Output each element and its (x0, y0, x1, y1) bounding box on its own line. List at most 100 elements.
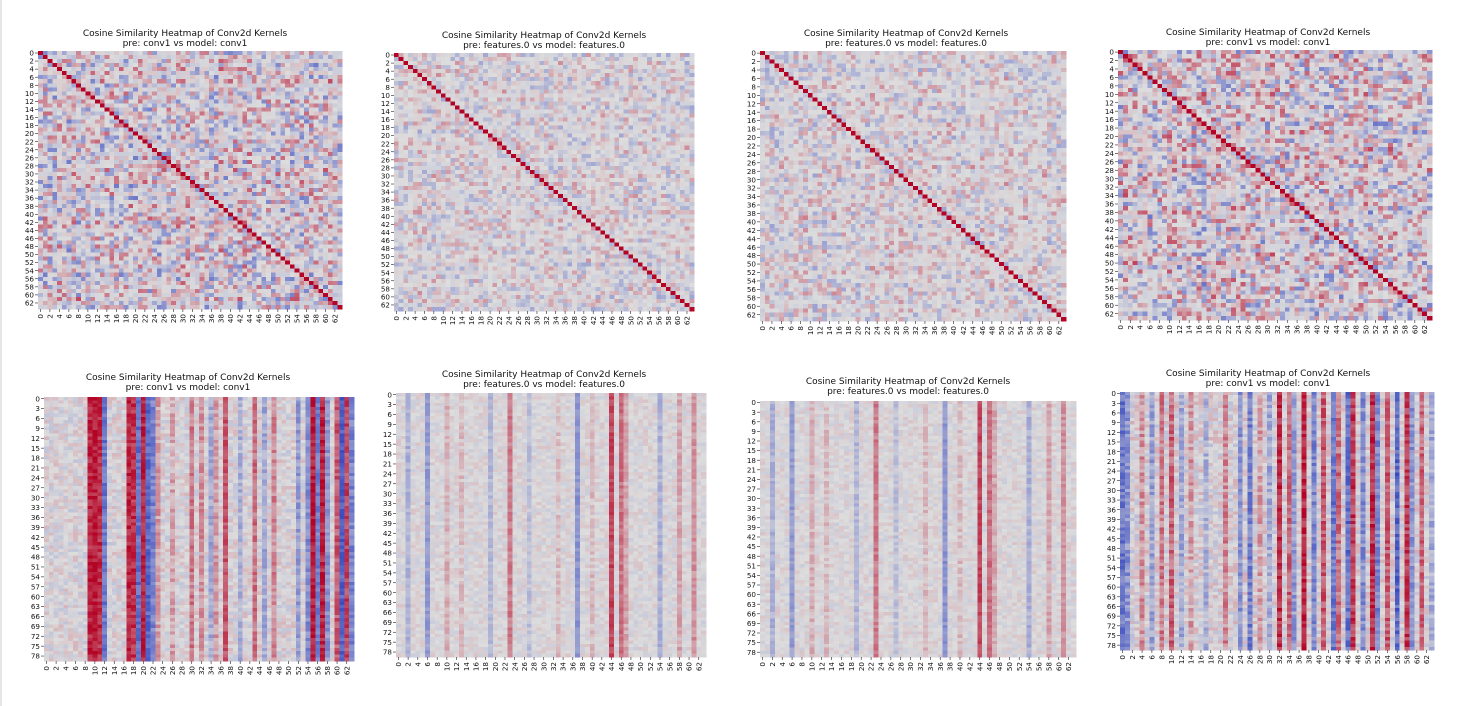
heatmap-cell (256, 103, 262, 108)
heatmap-cell (180, 228, 186, 233)
heatmap-cell (251, 244, 257, 249)
heatmap-cell (142, 91, 148, 96)
heatmap-cell (590, 57, 596, 62)
heatmap-cell (204, 248, 210, 253)
heatmap-cell (412, 89, 418, 94)
heatmap-cell (109, 143, 115, 149)
heatmap-cell (194, 284, 200, 290)
heatmap-cell (218, 99, 224, 104)
heatmap-cell (194, 163, 200, 169)
heatmap-cell (454, 85, 460, 90)
heatmap-cell (464, 77, 470, 82)
heatmap-cell (118, 103, 124, 108)
heatmap-cell (464, 65, 470, 70)
heatmap-cell (38, 232, 44, 237)
heatmap-cell (299, 208, 305, 213)
heatmap-cell (190, 184, 196, 189)
heatmap-cell (137, 83, 143, 88)
heatmap-cell (228, 175, 234, 181)
heatmap-cell (123, 123, 129, 128)
heatmap-cell (684, 61, 690, 66)
heatmap-cell (204, 91, 210, 96)
heatmap-cell (85, 196, 91, 201)
heatmap-cell (114, 75, 120, 80)
heatmap-cell (247, 232, 253, 237)
heatmap-cell (185, 79, 191, 84)
heatmap-cell (52, 171, 58, 177)
heatmap-cell (156, 143, 162, 149)
heatmap-cell (228, 139, 234, 145)
heatmap-cell (256, 163, 262, 169)
heatmap-cell (270, 256, 276, 261)
heatmap-cell (199, 280, 205, 286)
heatmap-cell (218, 240, 224, 245)
heatmap-cell (261, 71, 267, 76)
heatmap-cell (642, 69, 648, 74)
heatmap-cell (294, 59, 300, 64)
heatmap-cell (289, 220, 295, 225)
heatmap-cell (223, 131, 229, 137)
heatmap-cell (637, 65, 643, 70)
heatmap-cell (515, 97, 521, 102)
heatmap-cell (118, 188, 124, 193)
heatmap-cell (47, 147, 53, 153)
heatmap-cell (237, 288, 243, 294)
heatmap-cell (323, 55, 329, 60)
heatmap-cell (71, 288, 77, 294)
heatmap-cell (651, 89, 657, 94)
heatmap-cell (175, 228, 181, 233)
heatmap-cell (242, 284, 248, 290)
heatmap-cell (185, 167, 191, 173)
heatmap-cell (95, 220, 101, 225)
heatmap-cell (511, 81, 517, 86)
heatmap-cell (204, 260, 210, 266)
heatmap-cell (76, 139, 82, 145)
heatmap-cell (261, 200, 267, 205)
heatmap-cell (204, 236, 210, 241)
heatmap-cell (323, 248, 329, 253)
heatmap-cell (133, 175, 139, 181)
heatmap-cell (431, 65, 437, 70)
heatmap-cell (66, 175, 72, 181)
heatmap-cell (142, 288, 148, 294)
heatmap-cell (266, 79, 272, 84)
heatmap-cell (308, 292, 314, 298)
heatmap-cell (304, 95, 310, 100)
heatmap-cell (213, 304, 219, 310)
heatmap-cell (133, 83, 139, 88)
heatmap-cell (403, 65, 409, 70)
heatmap-cell (213, 188, 219, 193)
heatmap-cell (294, 163, 300, 169)
heatmap-cell (562, 89, 568, 94)
heatmap-cell (256, 147, 262, 153)
heatmap-cell (152, 272, 158, 278)
heatmap-cell (180, 300, 186, 306)
heatmap-cell (251, 296, 257, 302)
heatmap-cell (218, 268, 224, 274)
heatmap-cell (308, 220, 314, 225)
heatmap-cell (175, 284, 181, 290)
heatmap-cell (223, 147, 229, 153)
heatmap-cell (166, 135, 172, 141)
heatmap-cell (66, 75, 72, 80)
heatmap-cell (90, 288, 96, 294)
heatmap-cell (332, 139, 338, 145)
heatmap-cell (99, 252, 105, 257)
heatmap-cell (417, 77, 423, 82)
heatmap-cell (128, 268, 134, 274)
heatmap-cell (304, 127, 310, 132)
heatmap-cell (431, 85, 437, 90)
heatmap-cell (304, 232, 310, 237)
heatmap-cell (147, 228, 153, 233)
heatmap-cell (497, 77, 503, 82)
heatmap-cell (511, 65, 517, 70)
heatmap-cell (71, 139, 77, 145)
heatmap-cell (90, 248, 96, 253)
heatmap-cell (256, 208, 262, 213)
heatmap-cell (218, 83, 224, 88)
heatmap-cell (57, 131, 63, 137)
heatmap-cell (71, 280, 77, 286)
heatmap-cell (199, 155, 205, 161)
heatmap-cell (66, 200, 72, 205)
heatmap-cell (152, 63, 158, 68)
